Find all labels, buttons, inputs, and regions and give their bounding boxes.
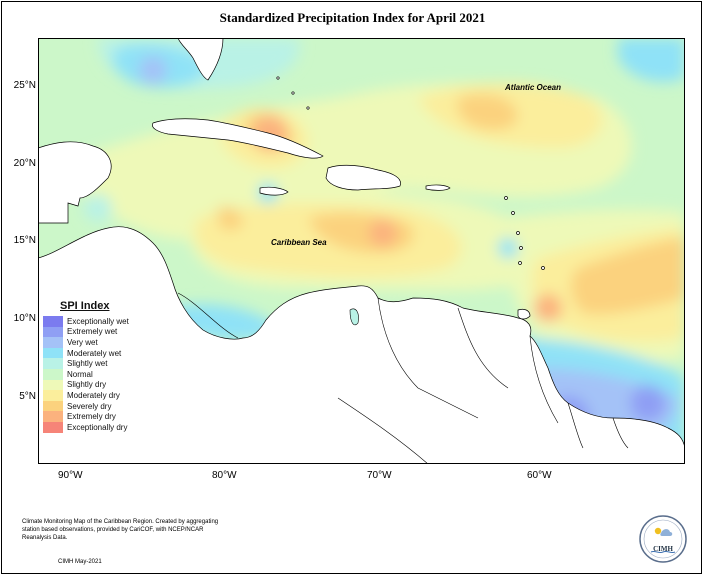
jamaica xyxy=(259,186,289,196)
spi-map: Atlantic Ocean Caribbean Sea xyxy=(38,38,685,464)
island xyxy=(541,266,545,270)
island xyxy=(519,246,523,250)
legend-item: Extremely dry xyxy=(43,411,129,422)
legend-label: Slightly dry xyxy=(67,380,107,390)
lon-label-60w: 60°W xyxy=(527,470,552,481)
legend-item: Exceptionally wet xyxy=(43,316,129,327)
caribbean-sea-label: Caribbean Sea xyxy=(271,238,327,247)
legend-swatch xyxy=(43,326,63,338)
legend-label: Normal xyxy=(67,369,93,379)
legend-label: Extremely dry xyxy=(67,412,116,422)
legend-swatch xyxy=(43,337,63,348)
island xyxy=(276,76,280,80)
spi-field-slightly-wet xyxy=(84,194,112,222)
map-border xyxy=(38,38,685,464)
logo-text: CIMH xyxy=(653,545,673,553)
spi-field-severely-dry xyxy=(218,206,243,231)
island xyxy=(504,196,508,200)
legend-label: Extremely wet xyxy=(67,327,118,337)
lon-label-70w: 70°W xyxy=(367,470,392,481)
legend-swatch xyxy=(43,400,63,412)
island xyxy=(291,91,295,95)
lat-label-15n: 15°N xyxy=(13,235,36,246)
legend-item: Exceptionally dry xyxy=(43,421,129,433)
legend-label: Slightly wet xyxy=(67,359,108,369)
atlantic-ocean-label: Atlantic Ocean xyxy=(504,83,561,92)
legend-swatch xyxy=(43,368,63,380)
spi-field-severely-dry xyxy=(571,238,685,315)
legend-swatch xyxy=(43,390,63,401)
hispaniola xyxy=(325,165,401,191)
map-title: Standardized Precipitation Index for Apr… xyxy=(219,10,486,25)
lon-label-90w: 90°W xyxy=(58,470,83,481)
legend-swatch xyxy=(43,316,63,327)
legend-swatch xyxy=(43,379,63,391)
legend-label: Moderately wet xyxy=(67,348,122,358)
legend-label: Exceptionally dry xyxy=(67,422,128,432)
cuba xyxy=(152,118,324,159)
puerto-rico xyxy=(425,184,451,191)
landmass xyxy=(38,38,685,464)
lat-label-10n: 10°N xyxy=(13,313,36,324)
legend-item: Very wet xyxy=(43,337,129,348)
legend-label: Very wet xyxy=(67,337,98,347)
spi-field-extremely-dry xyxy=(369,219,397,247)
lon-label-80w: 80°W xyxy=(212,470,237,481)
map-description: Climate Monitoring Map of the Caribbean … xyxy=(22,519,219,541)
map-credit: CIMH May-2021 xyxy=(58,559,102,565)
legend-label: Exceptionally wet xyxy=(67,316,129,326)
cimh-logo: CIMH xyxy=(638,514,688,564)
legend-item: Extremely wet xyxy=(43,326,129,338)
legend-item: Moderately dry xyxy=(43,390,129,401)
legend-item: Slightly wet xyxy=(43,358,129,369)
island xyxy=(306,106,310,110)
trinidad xyxy=(517,308,531,320)
legend-swatch xyxy=(43,358,63,369)
spi-legend: SPI Index Exceptionally wet Extremely wet… xyxy=(43,300,129,433)
legend-item: Moderately wet xyxy=(43,347,129,359)
island xyxy=(511,211,515,215)
florida xyxy=(177,38,224,81)
island xyxy=(518,261,522,265)
country-borders xyxy=(177,292,629,464)
spi-field-extremely-dry xyxy=(534,294,562,322)
spi-field-moderately-wet xyxy=(618,38,685,82)
legend-label: Moderately dry xyxy=(67,390,120,400)
island xyxy=(516,231,520,235)
lat-label-20n: 20°N xyxy=(13,158,36,169)
legend-item: Severely dry xyxy=(43,400,129,412)
spi-field-moderately-wet xyxy=(498,238,518,258)
legend-title: SPI Index xyxy=(60,300,110,312)
spi-field-severely-dry xyxy=(457,94,518,130)
legend-item: Normal xyxy=(43,368,129,380)
legend-swatch xyxy=(43,421,63,433)
legend-swatch xyxy=(43,347,63,359)
lat-label-25n: 25°N xyxy=(13,80,36,91)
lake-maracaibo xyxy=(349,308,359,326)
legend-item: Slightly dry xyxy=(43,379,129,391)
spi-field-extremely-wet xyxy=(630,385,666,421)
legend-label: Severely dry xyxy=(67,401,112,411)
lat-label-5n: 5°N xyxy=(19,391,36,402)
spi-field-very-wet xyxy=(139,56,167,84)
legend-swatch xyxy=(43,411,63,422)
